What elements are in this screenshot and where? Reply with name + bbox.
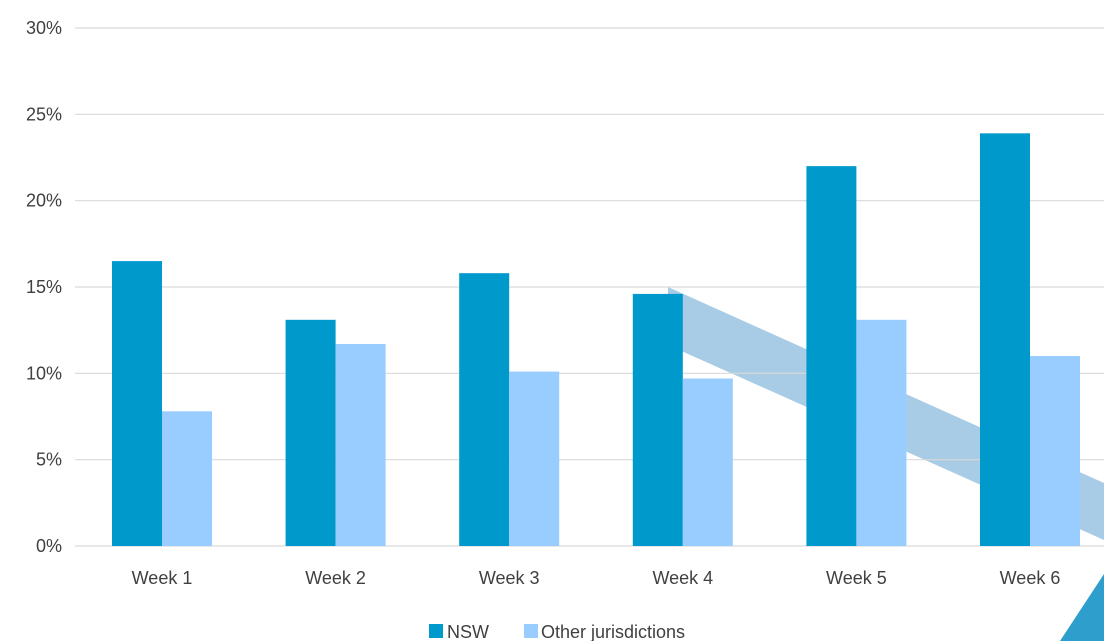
- x-tick-label: Week 4: [652, 568, 713, 588]
- legend-label-other: Other jurisdictions: [541, 622, 685, 641]
- bar-other-jurisdictions: [162, 411, 212, 546]
- bar-nsw: [806, 166, 857, 546]
- y-tick-label: 15%: [26, 277, 62, 297]
- x-tick-label: Week 1: [132, 568, 193, 588]
- gridlines: [75, 27, 1104, 547]
- x-tick-label: Week 6: [1000, 568, 1061, 588]
- bar-other-jurisdictions: [856, 319, 907, 546]
- bar-other-jurisdictions: [335, 343, 386, 546]
- bar-nsw: [459, 273, 510, 546]
- bar-other-jurisdictions: [1030, 356, 1080, 546]
- y-tick-label: 10%: [26, 363, 62, 383]
- y-tick-label: 30%: [26, 18, 62, 38]
- legend-swatch-nsw: [429, 624, 443, 638]
- y-tick-label: 25%: [26, 104, 62, 124]
- legend-swatch-other: [524, 624, 538, 638]
- bars: [112, 133, 1080, 546]
- y-tick-label: 0%: [36, 536, 62, 556]
- legend: NSW Other jurisdictions: [429, 622, 685, 641]
- x-axis: Week 1 Week 2 Week 3 Week 4 Week 5 Week 6: [132, 568, 1061, 588]
- bar-other-jurisdictions: [509, 371, 560, 546]
- bar-nsw: [285, 319, 336, 546]
- y-axis: 0% 5% 10% 15% 20% 25% 30%: [26, 18, 62, 556]
- y-tick-label: 20%: [26, 191, 62, 211]
- bar-other-jurisdictions: [682, 378, 733, 546]
- legend-label-nsw: NSW: [447, 622, 489, 641]
- bar-nsw: [112, 261, 162, 546]
- x-tick-label: Week 3: [479, 568, 540, 588]
- bar-nsw: [632, 293, 683, 546]
- x-tick-label: Week 2: [305, 568, 366, 588]
- y-tick-label: 5%: [36, 450, 62, 470]
- x-tick-label: Week 5: [826, 568, 887, 588]
- decorative-corner: [1060, 574, 1104, 641]
- bar-nsw: [980, 133, 1030, 546]
